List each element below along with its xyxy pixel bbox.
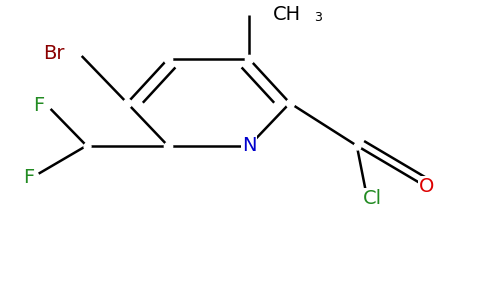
- Text: Br: Br: [44, 44, 65, 63]
- Text: F: F: [33, 96, 45, 115]
- Text: O: O: [419, 176, 434, 196]
- Text: N: N: [242, 136, 257, 155]
- Text: $_3$: $_3$: [314, 6, 323, 24]
- Text: F: F: [23, 168, 35, 187]
- Text: CH: CH: [273, 5, 301, 24]
- Text: Cl: Cl: [363, 189, 382, 208]
